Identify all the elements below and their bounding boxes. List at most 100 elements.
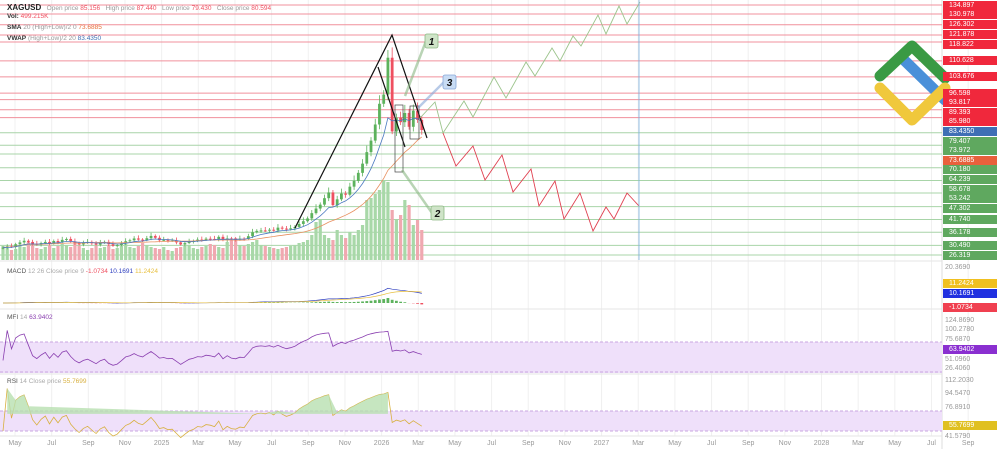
candle <box>14 244 18 247</box>
volume-bar <box>73 242 77 260</box>
candle <box>263 230 267 232</box>
bullish-projection-path <box>419 1 641 135</box>
macd-histogram-bar <box>403 302 407 303</box>
price-level-label: 85.980 <box>943 117 997 127</box>
candle <box>361 163 364 173</box>
logo-mark <box>874 82 951 126</box>
time-tick-label: Jul <box>707 440 717 447</box>
open-value: 85.156 <box>80 5 101 12</box>
volume-bar <box>318 220 322 260</box>
close-label: Close price <box>216 5 250 12</box>
volume-bar <box>77 246 81 260</box>
volume-bar <box>238 245 242 260</box>
candle <box>56 240 60 243</box>
time-tick-label: Mar <box>852 440 865 447</box>
macd-hist-label: -1.0734 <box>943 302 997 312</box>
volume-bar <box>183 246 187 260</box>
macd-histogram-bar <box>310 302 314 303</box>
callout-label: 1 <box>429 37 435 48</box>
time-tick-label: Sep <box>961 440 975 447</box>
price-level-label: 53.242 <box>943 194 997 204</box>
candle <box>407 112 411 127</box>
candle <box>60 239 64 243</box>
candle <box>301 221 305 224</box>
candle <box>132 238 136 241</box>
sma-legend[interactable]: SMA 20 (High+Low)/2 0 73.6885 <box>7 24 102 31</box>
time-tick-label: Mar <box>412 440 425 447</box>
bearish-projection-path <box>442 132 640 233</box>
macd-histogram-bar <box>344 302 348 303</box>
trend-triangle <box>294 33 428 229</box>
high-label: High price <box>105 5 135 12</box>
macd-value: 10.1691 <box>109 268 134 275</box>
candle <box>43 241 47 244</box>
volume-bar <box>263 246 267 260</box>
callout-box <box>424 33 439 49</box>
volume-bar <box>43 247 47 260</box>
time-tick-label: Nov <box>778 440 792 447</box>
candle <box>276 227 280 231</box>
price-level-label: 110.628 <box>943 56 997 66</box>
macd-histogram-bar <box>420 303 424 305</box>
volume-bar <box>250 242 255 260</box>
macd-histogram-bar <box>348 302 352 303</box>
price-level-label: 89.393 <box>943 107 997 117</box>
volume-bar <box>204 246 208 260</box>
volume-bar <box>289 246 293 260</box>
candle <box>26 240 30 242</box>
candle <box>394 117 398 132</box>
mfi-label: MFI <box>7 314 19 321</box>
symbol-label: XAGUSD <box>7 3 42 12</box>
candle <box>52 240 56 244</box>
time-tick-label: May <box>668 440 682 447</box>
volume-bar <box>365 200 369 260</box>
volume-bar <box>128 247 132 260</box>
volume-bar <box>373 194 377 260</box>
macd-histogram-bar <box>369 300 373 303</box>
volume-bar <box>369 198 373 260</box>
volume-bar <box>140 243 145 260</box>
rsi-legend[interactable]: RSI 14 Close price 55.7699 <box>7 378 87 385</box>
volume-bar <box>242 246 246 260</box>
candle <box>280 227 284 229</box>
candle <box>420 119 424 131</box>
close-value: 80.594 <box>251 5 272 12</box>
time-tick-label: Nov <box>118 440 132 447</box>
price-level-label: 103.676 <box>943 72 997 82</box>
candle <box>373 124 377 141</box>
price-level-label: 47.302 <box>943 203 997 213</box>
candle <box>115 245 119 247</box>
macd-histogram-bar <box>365 301 369 303</box>
time-tick-label: Mar <box>632 440 645 447</box>
axis-tick-label: 94.5470 <box>945 389 971 397</box>
volume-bar <box>225 242 229 260</box>
time-tick-label: May <box>228 440 242 447</box>
volume-bar <box>174 248 179 260</box>
candle <box>285 228 288 230</box>
candle <box>386 57 390 95</box>
time-tick-label: 2028 <box>813 440 830 447</box>
axis-tick-label: 75.6870 <box>945 335 971 343</box>
volume-bar <box>35 248 39 260</box>
candle <box>331 192 335 206</box>
vwap-label: VWAP <box>7 35 27 42</box>
macd-label: MACD <box>7 268 27 275</box>
vwap-legend[interactable]: VWAP (High+Low)/2 20 83.4350 <box>7 35 101 42</box>
macd-histogram-bar <box>390 299 394 303</box>
macd-histogram-bar <box>340 302 343 303</box>
macd-legend[interactable]: MACD 12 26 Close price 9 -1.0734 10.1691… <box>7 268 158 275</box>
candle <box>153 235 157 238</box>
volume-bar <box>305 240 310 260</box>
time-tick-label: Sep <box>302 440 315 447</box>
candle <box>77 243 81 245</box>
volume-bar <box>352 235 356 260</box>
volume-bar <box>136 246 140 260</box>
volume-bar <box>327 238 331 260</box>
macd-histogram-bar <box>335 302 339 303</box>
macd-histogram-bar <box>382 299 386 303</box>
macd-histogram-bar <box>331 301 335 303</box>
axis-tick-label: 51.0960 <box>945 355 971 363</box>
macd-histogram-bar <box>314 302 318 303</box>
mfi-legend[interactable]: MFI 14 63.9402 <box>7 314 53 321</box>
